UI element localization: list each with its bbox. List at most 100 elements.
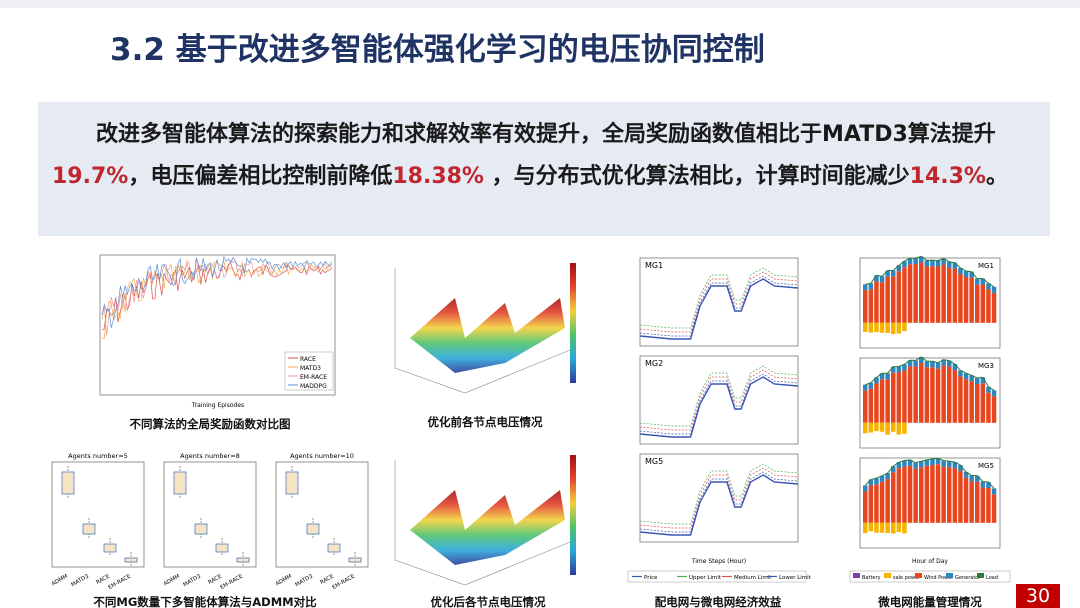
bar [941,258,946,265]
bar [952,262,958,269]
bar [879,322,885,333]
bar [947,366,952,423]
caption: 配电网与微电网经济效益 [654,595,782,608]
bar [930,260,935,267]
bar [930,459,935,466]
legend-label: MATD3 [300,365,321,372]
limit-line [639,275,799,337]
curve [101,259,333,340]
bar [980,481,986,488]
bar [991,286,997,293]
legend-label: MADDPG [300,383,327,390]
bar [863,522,868,534]
bar [885,479,890,523]
bar [969,381,974,423]
bar [907,459,913,466]
bar [969,475,974,482]
colorbar [570,263,576,383]
category-label: ADMM [275,573,293,587]
panel-label: MG5 [978,462,994,470]
bar [902,322,907,332]
bar [896,366,902,373]
bar [896,468,902,523]
bar [891,366,896,373]
legend-label: Medium Limit [734,575,772,581]
load-line [864,457,995,489]
bar [891,322,896,334]
bar [930,465,935,523]
bar [941,460,946,467]
bar [930,266,935,323]
box [194,523,208,535]
highlight-text: 19.7% [52,164,129,189]
bar [863,284,868,291]
bar [913,468,918,523]
bar [868,283,874,290]
category-label: ADMM [163,573,181,587]
bar [874,484,879,523]
axes [394,268,576,394]
bar [868,485,874,523]
category-label: EM-RACE [108,573,133,591]
bar [896,322,902,334]
caption: 优化后各节点电压情况 [430,595,546,608]
bar [969,277,974,323]
bar [868,522,874,532]
plot-frame [99,254,336,396]
bar [924,260,930,267]
bar [980,284,986,323]
legend-swatch [977,573,984,578]
axes [394,460,576,586]
bar [924,361,930,368]
bar [919,256,924,263]
legend-box [849,570,1011,583]
bar [907,465,913,523]
bar [935,458,941,465]
axis-label: Training Episodes [191,402,244,409]
bar [874,275,879,282]
bar [941,466,946,523]
bar [952,462,958,469]
bar [879,282,885,323]
bar [991,390,997,397]
bar [868,289,874,323]
load-line [865,255,995,288]
legend-label: Generator [955,575,981,581]
bar [947,360,952,367]
price-line [639,278,799,340]
bar [947,461,952,468]
bar [947,467,952,523]
summary-text: ，与分布式优化算法相比，计算时间能减少 [483,164,910,189]
bar [868,382,874,389]
highlight-text: 14.3% [909,164,986,189]
bar [896,271,902,323]
curve [101,255,333,328]
bar [969,481,974,523]
bar [986,488,991,523]
legend-swatch [853,573,860,578]
panel-title: Agents number=5 [68,452,128,460]
bar [879,276,885,283]
bar [902,267,907,323]
bar [863,485,868,492]
legend-label: Battery [862,575,881,581]
bar [935,362,941,369]
box [236,557,250,563]
bar [879,373,885,380]
box [61,471,75,495]
bar [952,268,958,323]
plot-frame [639,453,799,543]
curve [101,262,333,331]
bar [863,384,868,391]
bar [874,377,879,384]
legend-label: Load [986,575,998,581]
category-label: MATD3 [182,573,202,588]
limit-line [639,463,799,525]
summary-text: ，电压偏差相比控制前降低 [128,164,393,189]
bar [896,372,902,423]
bar [991,494,997,523]
legend-swatch [915,573,922,578]
category-label: ADMM [51,573,69,587]
bar [885,276,890,323]
bar [975,481,980,523]
